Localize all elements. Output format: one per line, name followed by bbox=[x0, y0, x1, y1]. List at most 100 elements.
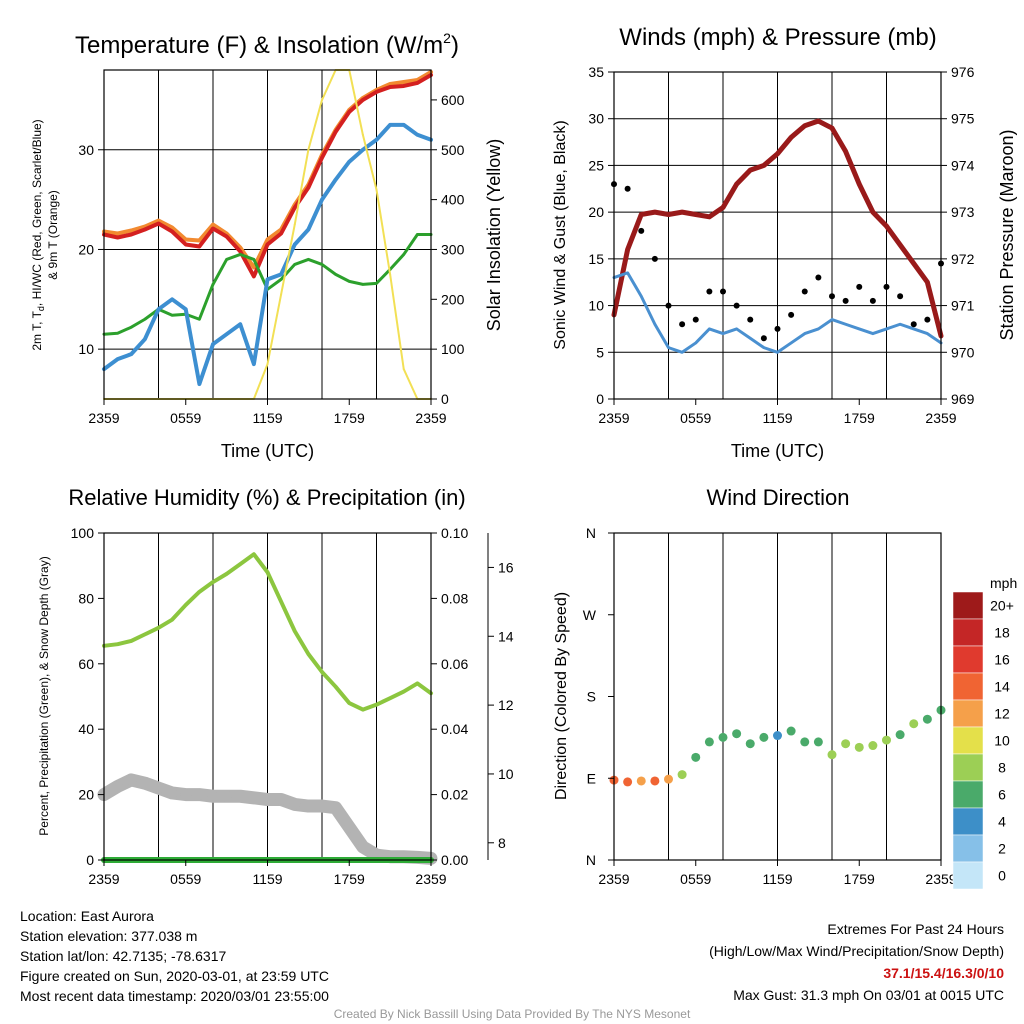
data-point-snow bbox=[357, 841, 369, 853]
data-point-dewpoint bbox=[402, 123, 406, 127]
data-point-temp_9m bbox=[402, 80, 406, 84]
data-point-wind bbox=[762, 346, 766, 349]
created-text: Figure created on Sun, 2020-03-01, at 23… bbox=[20, 968, 329, 984]
gust-point bbox=[856, 283, 863, 290]
data-point-snow bbox=[193, 789, 205, 801]
gust-point bbox=[692, 316, 699, 323]
y-axis-label-left: Direction (Colored By Speed) bbox=[553, 592, 570, 800]
data-point-wind_chill bbox=[170, 314, 174, 317]
y-tick-label: 60 bbox=[78, 656, 94, 672]
x-tick-label: 2359 bbox=[925, 410, 956, 426]
x-tick-label: 2359 bbox=[598, 871, 629, 887]
direction-point bbox=[623, 777, 633, 787]
y-tick-label: 5 bbox=[596, 344, 604, 360]
legend-swatch bbox=[952, 834, 984, 863]
direction-point bbox=[718, 732, 728, 742]
y-right-tick-label: 0.10 bbox=[441, 525, 468, 541]
data-point-dewpoint bbox=[211, 342, 215, 346]
elevation-text: Station elevation: 377.038 m bbox=[20, 928, 198, 944]
data-point-dewpoint bbox=[306, 227, 311, 232]
data-point-wind bbox=[844, 323, 847, 326]
y-tick-label: 20 bbox=[78, 787, 94, 803]
data-point-wind bbox=[912, 327, 915, 331]
data-point-solar bbox=[293, 223, 296, 226]
extremes-title: Extremes For Past 24 Hours bbox=[827, 921, 1004, 937]
gust-point bbox=[651, 255, 658, 262]
y-right-tick-label: 0.04 bbox=[441, 721, 468, 737]
data-point-solar bbox=[361, 133, 364, 136]
snow-tick-label: 12 bbox=[498, 697, 514, 713]
data-point-rh bbox=[374, 703, 379, 707]
gust-point bbox=[829, 293, 835, 300]
x-tick-label: 1159 bbox=[252, 871, 282, 887]
x-tick-label: 2359 bbox=[415, 410, 446, 426]
credit-text: Created By Nick Bassill Using Data Provi… bbox=[333, 1007, 691, 1021]
chart-title-4: Wind Direction bbox=[706, 485, 849, 510]
data-point-temp_9m bbox=[129, 228, 133, 233]
data-point-snow bbox=[166, 787, 178, 799]
data-point-wind bbox=[749, 337, 752, 340]
data-point-temp bbox=[279, 231, 283, 236]
data-point-wind bbox=[653, 323, 657, 326]
data-point-dewpoint bbox=[388, 123, 392, 127]
label-subscript: d bbox=[36, 306, 46, 311]
data-point-temp_9m bbox=[252, 265, 256, 270]
data-point-temp bbox=[115, 235, 120, 240]
gust-point bbox=[842, 297, 849, 304]
gust-point bbox=[706, 288, 713, 295]
data-point-pressure bbox=[666, 212, 671, 217]
data-point-pressure bbox=[680, 210, 685, 215]
direction-point bbox=[677, 770, 687, 780]
gust-point bbox=[774, 325, 781, 332]
x-tick-label: 0559 bbox=[680, 410, 711, 426]
data-point-wind bbox=[789, 341, 793, 345]
data-point-rh bbox=[347, 701, 351, 705]
data-point-wind bbox=[735, 327, 738, 331]
data-point-rh bbox=[415, 681, 420, 686]
data-point-snow bbox=[180, 789, 192, 801]
gust-point bbox=[638, 227, 645, 234]
data-point-rh bbox=[293, 629, 297, 633]
data-point-rh bbox=[306, 652, 311, 656]
gust-point bbox=[869, 297, 876, 304]
data-point-temp bbox=[402, 84, 406, 88]
legend-label: 4 bbox=[998, 814, 1006, 830]
data-point-temp bbox=[129, 232, 133, 237]
data-point-wind_chill bbox=[293, 263, 296, 266]
data-point-dewpoint bbox=[143, 337, 147, 341]
gust-point bbox=[624, 185, 631, 192]
data-point-temp bbox=[374, 90, 379, 94]
gust-point bbox=[801, 288, 808, 295]
extremes-subtitle: (High/Low/Max Wind/Precipitation/Snow De… bbox=[709, 943, 1004, 959]
direction-point bbox=[704, 737, 714, 747]
data-point-pressure bbox=[720, 205, 726, 210]
data-point-dewpoint bbox=[252, 362, 256, 366]
y-right-tick-label: 0 bbox=[441, 391, 449, 407]
legend-swatch bbox=[952, 861, 984, 890]
x-tick-label: 1759 bbox=[334, 410, 365, 426]
data-point-dewpoint bbox=[129, 352, 133, 356]
gust-point bbox=[815, 274, 822, 281]
data-point-temp_9m bbox=[156, 218, 161, 223]
y-axis-label-left-line2: & 9m T (Orange) bbox=[46, 190, 60, 280]
legend-swatch bbox=[952, 591, 984, 620]
direction-point bbox=[691, 752, 701, 762]
data-point-temp bbox=[211, 226, 215, 231]
data-point-snow bbox=[330, 802, 342, 814]
snow-tick-label: 14 bbox=[498, 628, 514, 644]
data-point-wind bbox=[708, 327, 711, 331]
y-tick-label: W bbox=[583, 607, 597, 623]
direction-point bbox=[922, 714, 932, 724]
location-text: Location: East Aurora bbox=[20, 908, 154, 924]
data-point-pressure bbox=[748, 168, 753, 173]
data-point-rh bbox=[238, 562, 242, 566]
data-point-pressure bbox=[870, 210, 875, 215]
legend-swatch bbox=[952, 753, 984, 782]
y-right-tick-label: 400 bbox=[441, 192, 465, 208]
data-point-snow bbox=[316, 800, 328, 812]
y-tick-label: 30 bbox=[78, 142, 94, 158]
gust-point bbox=[788, 311, 795, 318]
gust-point bbox=[733, 302, 740, 309]
y-tick-label: E bbox=[587, 770, 596, 786]
